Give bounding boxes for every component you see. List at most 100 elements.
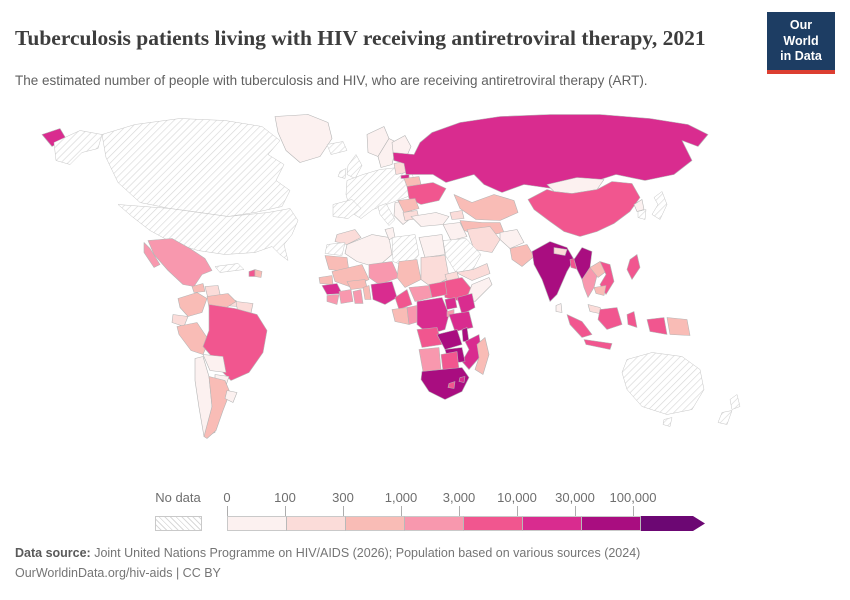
country-kenya[interactable] — [456, 293, 476, 315]
country-tasmania[interactable] — [662, 417, 673, 427]
legend-bin-0[interactable] — [227, 516, 287, 531]
map-legend: No data 0 100 300 1,000 3,000 10,000 30,000 100… — [0, 487, 850, 535]
country-india[interactable] — [531, 241, 575, 302]
country-nigeria[interactable] — [370, 281, 398, 305]
country-niger[interactable] — [368, 261, 400, 285]
legend-tick-label: 100,000 — [609, 490, 657, 505]
owid-logo-line1: Our World — [783, 18, 819, 48]
country-turkey[interactable] — [410, 212, 450, 227]
country-colombia[interactable] — [177, 292, 208, 317]
country-democratic-republic-of-congo[interactable] — [416, 297, 450, 335]
country-united-kingdom[interactable] — [346, 154, 363, 179]
country-yemen[interactable] — [455, 263, 491, 281]
country-spain-portugal[interactable] — [332, 199, 362, 219]
country-mexico[interactable] — [147, 238, 213, 287]
country-nepal[interactable] — [553, 247, 568, 256]
country-argentina[interactable] — [203, 376, 231, 439]
country-mexico-baja[interactable] — [143, 242, 161, 268]
country-indonesia-sumatra[interactable] — [566, 314, 593, 338]
country-iraq-syria[interactable] — [442, 222, 468, 241]
country-egypt[interactable] — [418, 234, 446, 258]
legend-bin-4[interactable] — [464, 516, 523, 531]
legend-bin-2[interactable] — [346, 516, 405, 531]
country-uganda[interactable] — [444, 297, 458, 310]
data-source-text: Joint United Nations Programme on HIV/AI… — [90, 546, 641, 560]
country-south-sudan[interactable] — [428, 281, 448, 298]
legend-tick-mark — [575, 506, 576, 516]
country-indonesia-java[interactable] — [583, 339, 613, 350]
country-georgia-azerbaijan[interactable] — [449, 210, 465, 220]
country-kazakhstan[interactable] — [453, 194, 519, 221]
legend-bin-5[interactable] — [523, 516, 582, 531]
country-morocco[interactable] — [334, 229, 362, 245]
country-peru[interactable] — [176, 322, 210, 355]
license-suffix: | CC BY — [172, 566, 221, 580]
country-indonesia-sulawesi[interactable] — [626, 311, 638, 328]
country-sierra-leone-liberia[interactable] — [326, 294, 340, 305]
country-venezuela[interactable] — [206, 293, 237, 309]
country-philippines[interactable] — [626, 254, 641, 280]
legend-bin-3[interactable] — [405, 516, 464, 531]
country-cuba[interactable] — [214, 263, 245, 273]
owid-url-link[interactable]: OurWorldinData.org/hiv-aids — [15, 566, 173, 580]
country-central-african-republic[interactable] — [408, 285, 433, 302]
country-ghana[interactable] — [352, 289, 364, 304]
country-indonesia-papua[interactable] — [646, 317, 668, 335]
country-new-zealand-north[interactable] — [729, 394, 741, 410]
country-gabon[interactable] — [391, 307, 410, 325]
country-eswatini[interactable] — [458, 376, 466, 383]
country-uruguay[interactable] — [224, 390, 238, 403]
legend-bin-7[interactable] — [641, 516, 705, 531]
country-australia[interactable] — [621, 352, 705, 415]
country-iceland[interactable] — [326, 141, 348, 155]
country-madagascar[interactable] — [474, 337, 490, 375]
country-cameroon[interactable] — [394, 289, 413, 310]
country-canada[interactable] — [101, 118, 291, 217]
country-haiti[interactable] — [248, 269, 256, 277]
country-new-zealand-south[interactable] — [717, 410, 733, 425]
country-algeria[interactable] — [344, 234, 393, 268]
country-lesotho[interactable] — [447, 381, 456, 389]
country-malawi[interactable] — [461, 327, 470, 342]
legend-tick-label: 3,000 — [442, 490, 476, 505]
country-zambia[interactable] — [436, 329, 463, 350]
country-afghanistan[interactable] — [499, 229, 525, 249]
data-source-line: Data source: Joint United Nations Progra… — [15, 543, 835, 563]
country-japan[interactable] — [651, 191, 668, 220]
country-greenland[interactable] — [274, 114, 333, 163]
legend-tick-mark — [633, 506, 634, 516]
country-indonesia-borneo[interactable] — [597, 307, 623, 330]
legend-bin-1[interactable] — [287, 516, 346, 531]
country-cote-divoire[interactable] — [338, 289, 354, 304]
legend-tick-mark — [343, 506, 344, 516]
country-russia[interactable] — [392, 114, 709, 193]
country-romania[interactable] — [397, 198, 420, 213]
country-ukraine[interactable] — [406, 182, 447, 205]
legend-tick-label: 0 — [223, 490, 231, 505]
country-mozambique[interactable] — [461, 334, 483, 370]
country-ireland[interactable] — [337, 168, 347, 179]
country-papua-new-guinea[interactable] — [666, 317, 691, 336]
country-south-africa[interactable] — [420, 367, 470, 400]
legend-bin-6[interactable] — [582, 516, 641, 531]
page-title: Tuberculosis patients living with HIV re… — [15, 26, 706, 51]
country-pakistan[interactable] — [509, 244, 535, 267]
license-line: OurWorldinData.org/hiv-aids | CC BY — [15, 563, 835, 583]
country-western-sahara[interactable] — [324, 242, 346, 256]
country-dominican-republic[interactable] — [254, 269, 263, 278]
country-chad[interactable] — [396, 259, 422, 288]
country-senegal[interactable] — [318, 275, 334, 285]
country-united-states-alaska[interactable] — [53, 130, 103, 165]
country-bolivia[interactable] — [202, 354, 227, 373]
country-sri-lanka[interactable] — [555, 303, 563, 313]
country-north-korea[interactable] — [633, 199, 645, 212]
country-italy[interactable] — [377, 203, 396, 226]
country-south-korea[interactable] — [637, 209, 647, 220]
country-guatemala[interactable] — [191, 283, 206, 293]
country-tanzania[interactable] — [448, 311, 474, 332]
country-cambodia[interactable] — [593, 285, 607, 296]
data-source-label: Data source: — [15, 546, 91, 560]
legend-no-data-swatch[interactable] — [155, 516, 202, 531]
country-benin-togo[interactable] — [362, 285, 372, 300]
country-namibia[interactable] — [418, 347, 442, 372]
